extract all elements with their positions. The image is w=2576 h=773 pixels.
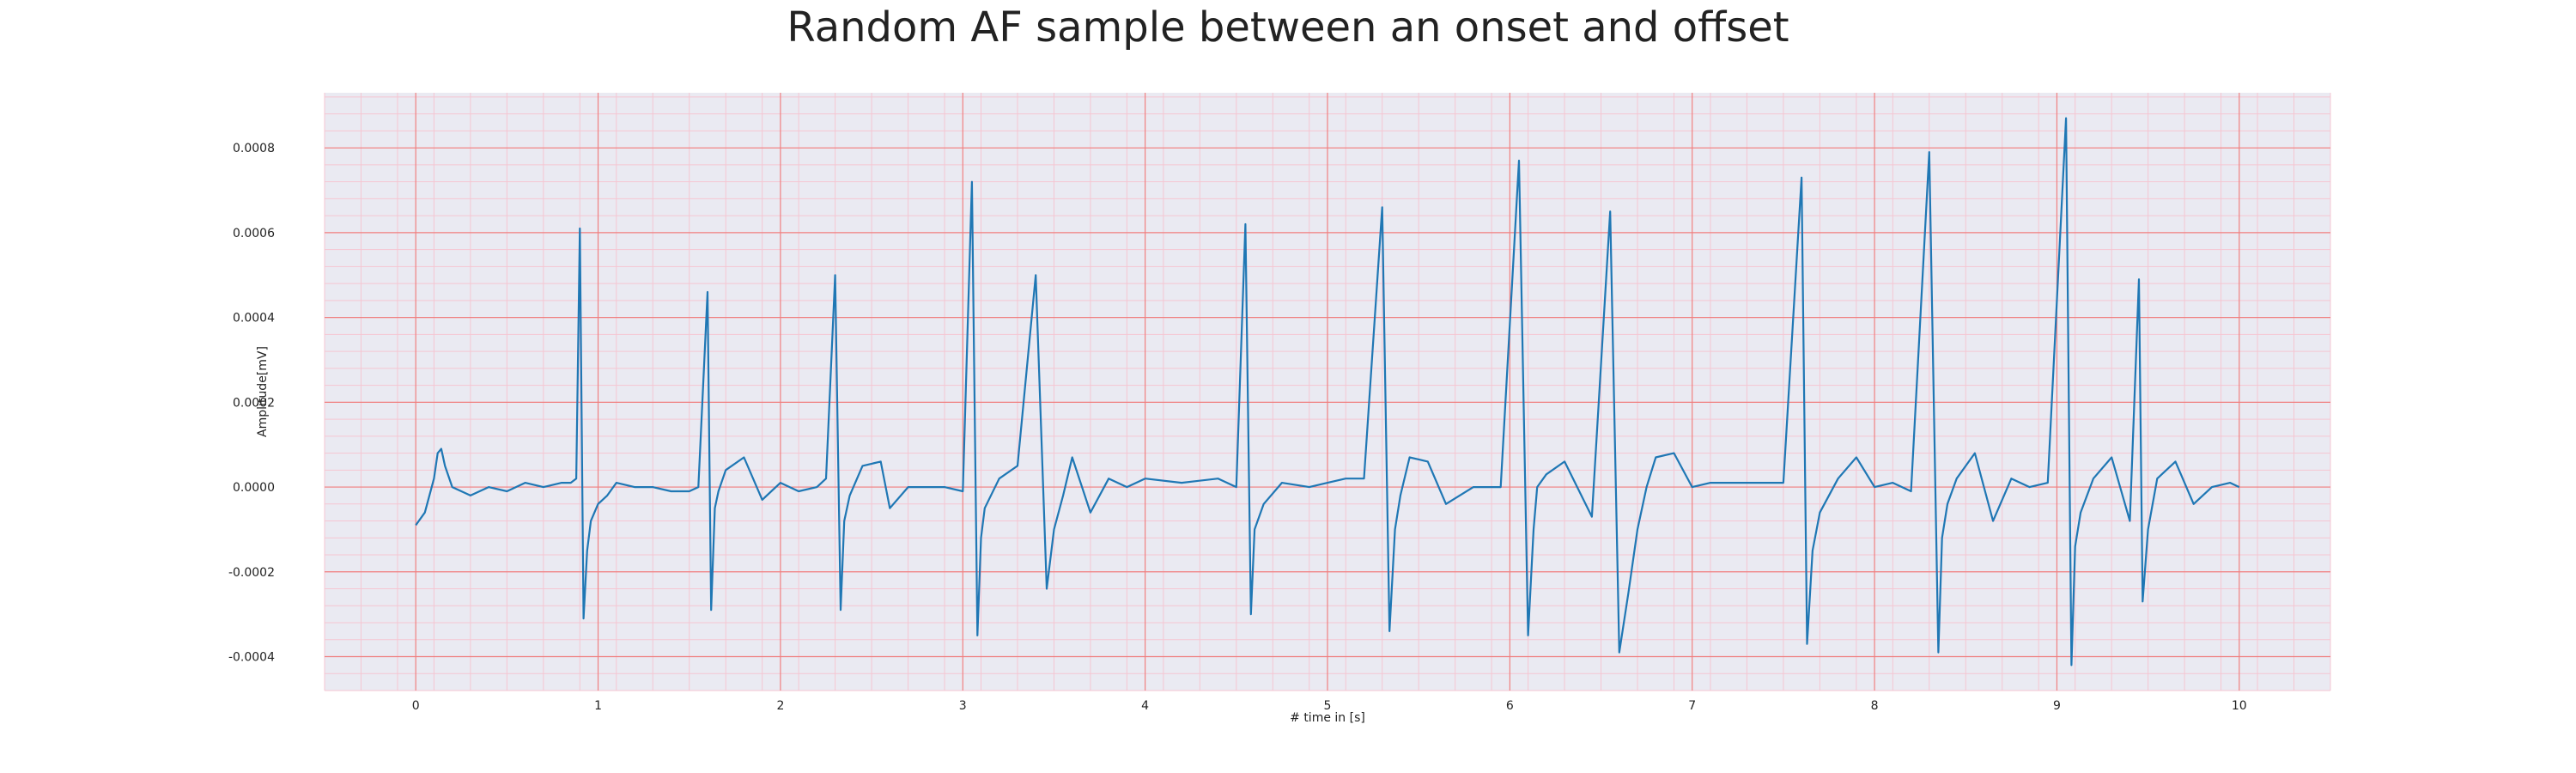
x-tick-label: 10 [2232,699,2247,713]
y-tick-label: 0.0006 [233,227,275,240]
chart-title: Random AF sample between an onset and of… [787,3,1789,52]
x-axis-ticks: 0 1 2 3 4 5 6 7 8 9 10 [412,699,2247,713]
y-tick-label: 0.0008 [233,142,275,155]
y-tick-label: -0.0004 [228,651,275,665]
x-tick-label: 2 [776,699,784,713]
major-grid [325,93,2330,691]
x-tick-label: 4 [1141,699,1149,713]
x-tick-label: 5 [1324,699,1332,713]
x-tick-label: 1 [594,699,602,713]
x-tick-label: 3 [959,699,967,713]
y-tick-label: 0.0002 [233,396,275,410]
y-tick-label: -0.0002 [228,566,275,580]
x-tick-label: 8 [1871,699,1879,713]
series-layer [415,117,2240,666]
y-axis-label: Amplitude[mV] [256,346,270,437]
x-tick-label: 0 [412,699,420,713]
y-tick-label: 0.0004 [233,312,275,326]
x-axis-label: # time in [s] [1290,711,1365,725]
y-tick-label: 0.0000 [233,481,275,495]
ecg-series-line [415,117,2240,666]
x-tick-label: 6 [1506,699,1514,713]
y-axis-ticks: -0.0004 -0.0002 0.0000 0.0002 0.0004 0.0006 0.… [228,142,275,664]
x-tick-label: 9 [2053,699,2061,713]
x-tick-label: 7 [1688,699,1696,713]
